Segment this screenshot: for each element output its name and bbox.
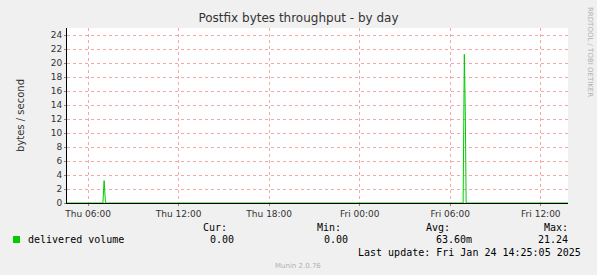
svg-text:Avg:: Avg: <box>426 222 450 233</box>
svg-text:delivered volume: delivered volume <box>28 234 124 245</box>
svg-text:18: 18 <box>51 72 63 82</box>
svg-text:8: 8 <box>56 142 62 152</box>
svg-text:bytes / second: bytes / second <box>15 79 26 152</box>
svg-text:63.60m: 63.60m <box>436 234 472 245</box>
svg-text:Fri 00:00: Fri 00:00 <box>340 209 380 219</box>
svg-text:22: 22 <box>51 44 62 54</box>
svg-text:Max:: Max: <box>544 222 568 233</box>
svg-text:Last update: Fri Jan 24 14:25:: Last update: Fri Jan 24 14:25:05 2025 <box>358 247 581 258</box>
svg-text:Fri 12:00: Fri 12:00 <box>521 209 561 219</box>
svg-text:Thu 18:00: Thu 18:00 <box>245 209 292 219</box>
svg-text:Fri 06:00: Fri 06:00 <box>431 209 471 219</box>
svg-text:21.24: 21.24 <box>538 234 568 245</box>
svg-text:12: 12 <box>51 114 62 124</box>
svg-text:4: 4 <box>56 170 62 180</box>
svg-text:Thu 06:00: Thu 06:00 <box>64 209 111 219</box>
svg-text:Munin 2.0.76: Munin 2.0.76 <box>275 262 321 270</box>
svg-text:Min:: Min: <box>317 222 341 233</box>
svg-text:Thu 12:00: Thu 12:00 <box>155 209 202 219</box>
svg-text:6: 6 <box>56 156 62 166</box>
svg-text:2: 2 <box>56 184 62 194</box>
svg-text:16: 16 <box>51 86 63 96</box>
svg-text:24: 24 <box>51 30 63 40</box>
svg-text:20: 20 <box>51 58 63 68</box>
svg-text:0: 0 <box>56 198 62 208</box>
svg-text:0.00: 0.00 <box>210 234 234 245</box>
svg-text:Postfix bytes throughput - by: Postfix bytes throughput - by day <box>198 11 398 25</box>
svg-text:0.00: 0.00 <box>324 234 348 245</box>
svg-text:Cur:: Cur: <box>203 222 227 233</box>
svg-text:RRDTOOL / TOBI OETIKER: RRDTOOL / TOBI OETIKER <box>586 7 594 97</box>
svg-text:10: 10 <box>51 128 63 138</box>
svg-text:14: 14 <box>51 100 63 110</box>
